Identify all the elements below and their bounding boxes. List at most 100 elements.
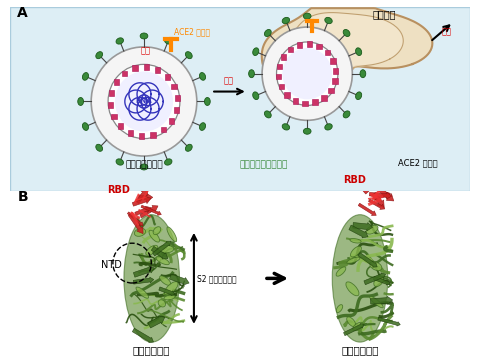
Ellipse shape xyxy=(204,98,210,105)
Bar xyxy=(174,107,179,113)
Text: アップ型構造: アップ型構造 xyxy=(341,345,379,355)
Text: ACE2 受容体: ACE2 受容体 xyxy=(174,27,210,36)
FancyArrow shape xyxy=(141,205,161,215)
FancyArrow shape xyxy=(169,274,189,285)
Circle shape xyxy=(91,47,197,156)
Bar xyxy=(328,87,334,93)
FancyArrow shape xyxy=(151,246,168,259)
Ellipse shape xyxy=(83,73,88,80)
Bar xyxy=(161,127,166,132)
Ellipse shape xyxy=(356,48,362,55)
Bar xyxy=(316,44,322,49)
Text: 感染: 感染 xyxy=(442,27,451,36)
Text: ダウン型構造: ダウン型構造 xyxy=(133,345,170,355)
Ellipse shape xyxy=(116,159,123,165)
Bar xyxy=(279,84,284,89)
Ellipse shape xyxy=(332,215,388,342)
FancyArrow shape xyxy=(358,203,376,216)
Bar xyxy=(155,67,160,73)
Ellipse shape xyxy=(282,124,289,130)
Ellipse shape xyxy=(343,111,350,118)
FancyArrow shape xyxy=(344,324,364,336)
Bar xyxy=(128,130,133,136)
Ellipse shape xyxy=(78,98,84,105)
Text: RNA: RNA xyxy=(136,99,152,104)
Ellipse shape xyxy=(350,246,361,257)
FancyArrow shape xyxy=(159,287,175,296)
Ellipse shape xyxy=(346,282,359,296)
Bar xyxy=(122,71,127,76)
Circle shape xyxy=(276,42,338,105)
Bar xyxy=(132,66,138,71)
FancyArrow shape xyxy=(369,199,385,210)
Text: B: B xyxy=(17,190,28,204)
Bar xyxy=(114,79,119,85)
Bar xyxy=(324,50,330,55)
Bar xyxy=(111,114,117,119)
Ellipse shape xyxy=(140,164,148,170)
Circle shape xyxy=(115,71,173,131)
Ellipse shape xyxy=(370,296,383,308)
Bar xyxy=(333,68,338,73)
FancyArrow shape xyxy=(135,189,148,204)
Ellipse shape xyxy=(366,225,378,234)
FancyArrow shape xyxy=(353,222,372,231)
Bar xyxy=(144,64,149,70)
Ellipse shape xyxy=(264,111,271,118)
Ellipse shape xyxy=(96,144,103,151)
FancyArrow shape xyxy=(363,176,382,194)
Ellipse shape xyxy=(303,13,311,19)
Bar xyxy=(297,42,302,48)
FancyArrow shape xyxy=(140,206,158,218)
Bar xyxy=(276,64,282,69)
Bar xyxy=(281,54,286,60)
Ellipse shape xyxy=(350,239,361,243)
FancyArrow shape xyxy=(148,316,165,328)
Ellipse shape xyxy=(325,124,332,130)
Ellipse shape xyxy=(356,92,362,100)
Bar xyxy=(288,47,293,52)
Ellipse shape xyxy=(347,317,356,327)
Bar xyxy=(276,74,281,80)
FancyArrow shape xyxy=(371,175,388,190)
Text: 吸着: 吸着 xyxy=(140,47,150,56)
Bar xyxy=(165,74,170,80)
Ellipse shape xyxy=(303,128,311,134)
Ellipse shape xyxy=(158,245,174,253)
Bar xyxy=(293,98,298,104)
Bar xyxy=(169,118,174,124)
Ellipse shape xyxy=(96,51,103,59)
Ellipse shape xyxy=(264,30,271,36)
Ellipse shape xyxy=(153,227,161,235)
Ellipse shape xyxy=(165,38,172,44)
Bar xyxy=(332,78,338,84)
Bar xyxy=(118,123,123,129)
Text: ACE2 受容体: ACE2 受容体 xyxy=(398,158,438,167)
Bar xyxy=(302,100,308,106)
Ellipse shape xyxy=(200,123,205,130)
Ellipse shape xyxy=(116,38,123,44)
Ellipse shape xyxy=(185,51,192,59)
Circle shape xyxy=(108,64,180,139)
Text: A: A xyxy=(17,6,28,20)
Ellipse shape xyxy=(165,282,178,295)
Text: ヒト細胞: ヒト細胞 xyxy=(372,9,396,19)
Bar xyxy=(139,133,144,139)
Ellipse shape xyxy=(374,276,384,287)
Ellipse shape xyxy=(325,17,332,24)
Ellipse shape xyxy=(370,262,382,271)
FancyArrow shape xyxy=(153,241,171,256)
Text: RBD: RBD xyxy=(343,175,366,185)
FancyArrow shape xyxy=(373,276,390,285)
Ellipse shape xyxy=(353,322,363,331)
Ellipse shape xyxy=(347,257,360,264)
Ellipse shape xyxy=(134,228,145,237)
FancyArrow shape xyxy=(373,192,390,201)
FancyArrow shape xyxy=(135,206,151,215)
Text: スパイクタンパク質: スパイクタンパク質 xyxy=(240,160,288,169)
FancyArrow shape xyxy=(139,193,153,202)
FancyArrow shape xyxy=(133,277,154,284)
Ellipse shape xyxy=(336,267,346,276)
Bar xyxy=(330,58,336,64)
Bar xyxy=(171,84,177,89)
